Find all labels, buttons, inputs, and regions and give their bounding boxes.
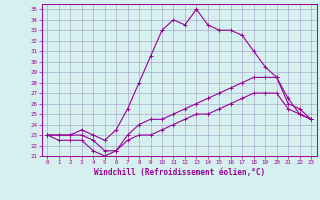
X-axis label: Windchill (Refroidissement éolien,°C): Windchill (Refroidissement éolien,°C) — [94, 168, 265, 177]
